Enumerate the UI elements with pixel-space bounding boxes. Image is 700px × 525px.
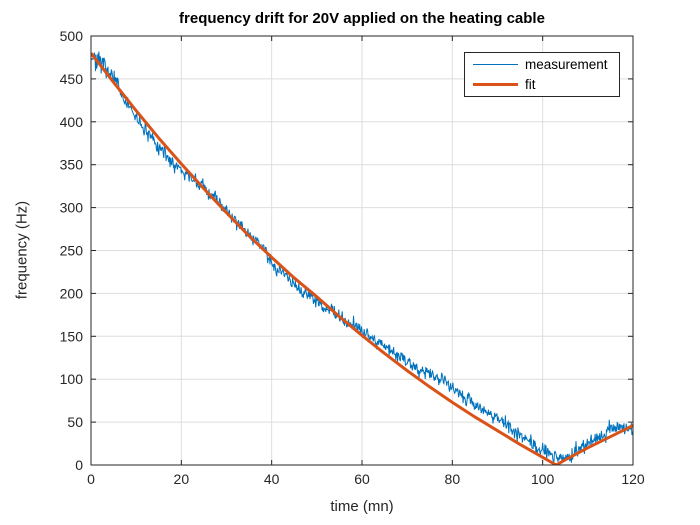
y-tick-label: 350 [60, 157, 84, 173]
legend-line-sample-fit [473, 82, 518, 87]
legend-entry-measurement: measurement [465, 55, 619, 75]
measurement-line [91, 51, 633, 463]
fit-line [91, 52, 633, 466]
y-tick-label: 450 [60, 71, 84, 87]
y-tick-label: 250 [60, 243, 84, 259]
y-tick-label: 0 [75, 457, 83, 473]
y-tick-label: 500 [60, 28, 84, 44]
y-tick-label: 100 [60, 371, 84, 387]
y-tick-label: 200 [60, 285, 84, 301]
x-tick-label: 0 [87, 471, 95, 487]
legend-entry-fit: fit [465, 75, 619, 95]
x-tick-label: 100 [531, 471, 555, 487]
chart-title: frequency drift for 20V applied on the h… [179, 10, 545, 27]
x-tick-label: 120 [621, 471, 645, 487]
y-axis-label: frequency (Hz) [13, 200, 31, 300]
legend-label: measurement [525, 57, 608, 72]
x-tick-label: 60 [354, 471, 370, 487]
x-tick-label: 80 [445, 471, 461, 487]
y-tick-label: 400 [60, 114, 84, 130]
y-tick-label: 300 [60, 200, 84, 216]
x-axis-label: time (mn) [330, 498, 394, 515]
legend-label: fit [525, 77, 536, 92]
legend-line-sample-measurement [473, 63, 518, 66]
y-tick-label: 150 [60, 328, 84, 344]
y-tick-label: 50 [67, 414, 83, 430]
x-tick-label: 40 [264, 471, 280, 487]
x-tick-label: 20 [174, 471, 190, 487]
legend: measurement fit [464, 52, 620, 97]
